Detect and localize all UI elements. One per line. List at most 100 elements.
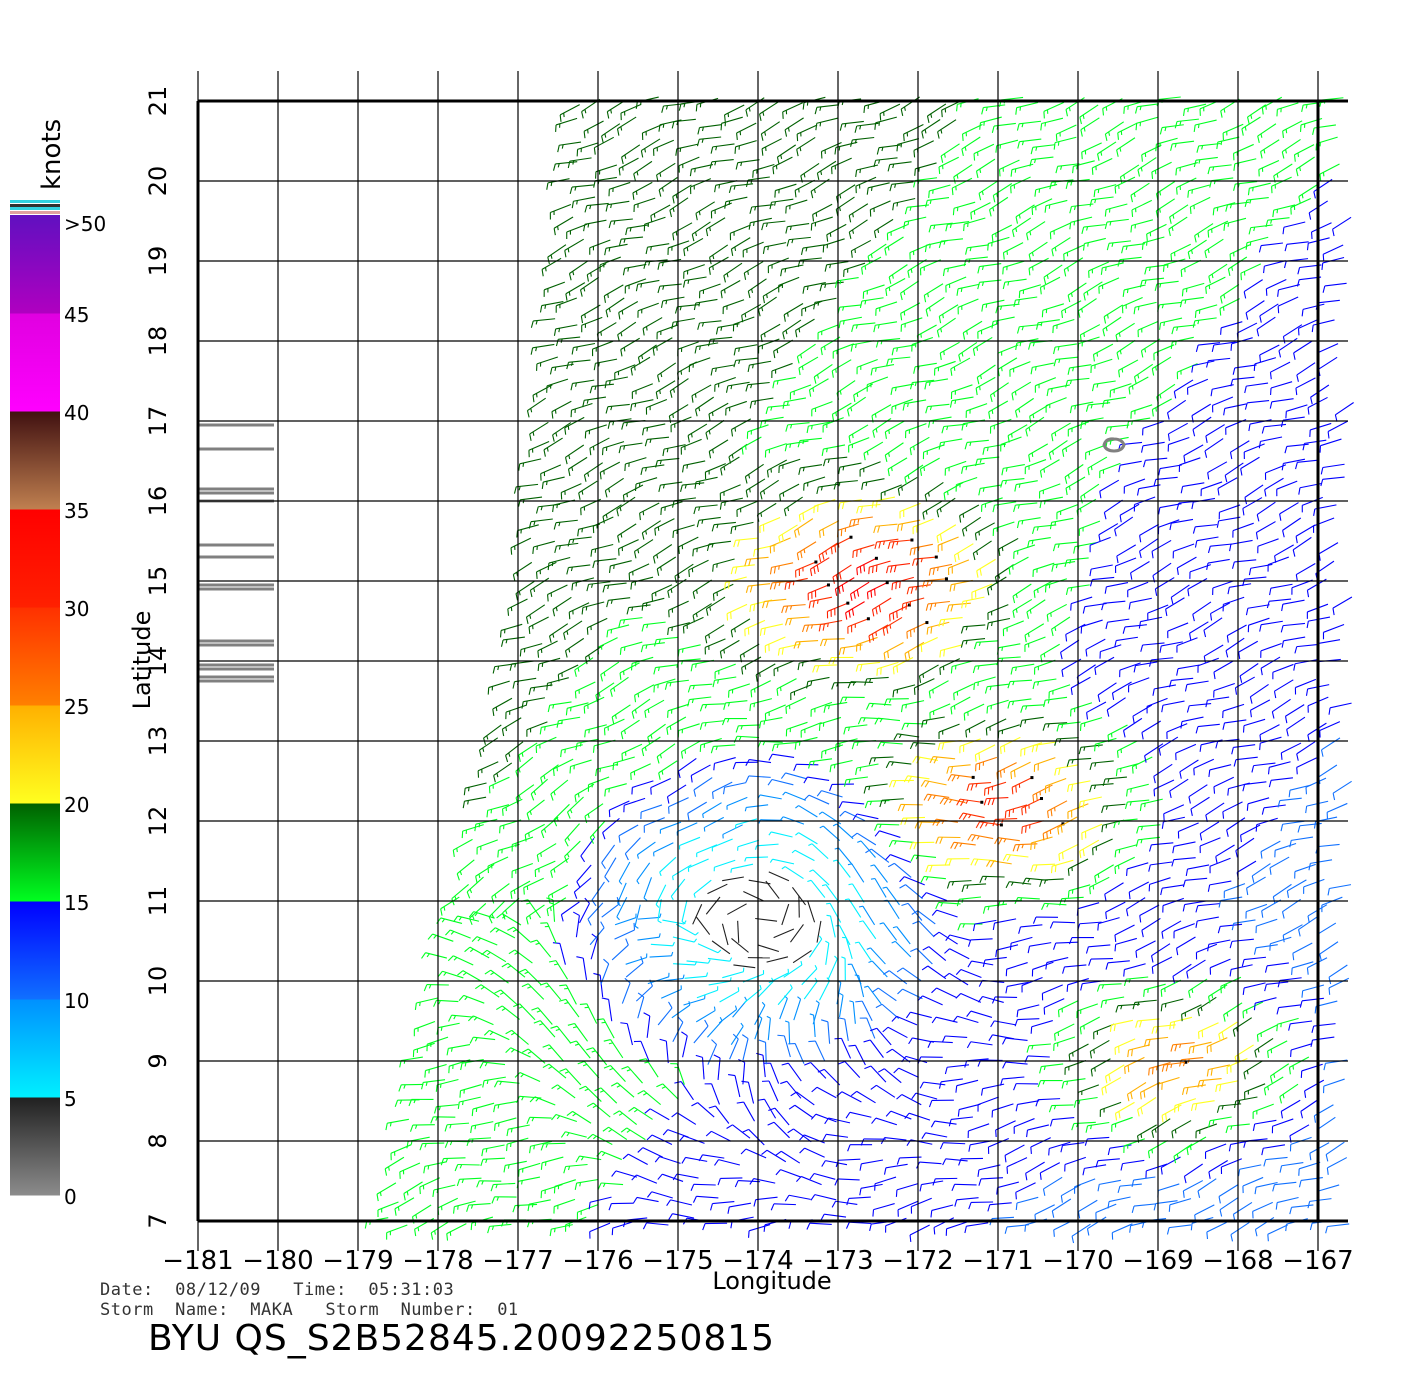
wind-barb [494, 989, 518, 1006]
wind-barb [705, 1130, 732, 1142]
wind-barb [469, 903, 487, 925]
wind-barb [1132, 704, 1153, 724]
wind-barb [912, 920, 935, 938]
wind-barb [965, 244, 990, 255]
wind-barb [930, 1120, 957, 1128]
wind-barb [851, 832, 877, 846]
wind-barb [1185, 864, 1210, 877]
wind-barb [1118, 359, 1139, 378]
wind-barb [860, 1138, 886, 1146]
wind-barb [816, 790, 843, 798]
wind-barb [1289, 1124, 1310, 1143]
wind-barb [476, 839, 498, 855]
wind-barb [1000, 436, 1022, 452]
wind-barb [991, 1103, 1014, 1118]
wind-barb [528, 440, 550, 458]
wind-barb [1053, 1036, 1076, 1051]
wind-barb [547, 701, 572, 713]
wind-barb [777, 984, 793, 1006]
wind-barb [610, 1082, 635, 1098]
wind-barb [654, 1156, 681, 1164]
wind-barb [1081, 142, 1102, 160]
wind-barb [559, 984, 577, 1005]
wind-barb [499, 623, 523, 638]
wind-barb [806, 1222, 832, 1230]
wind-barb [1066, 757, 1092, 767]
wind-barb [836, 523, 860, 538]
wind-barb [618, 617, 643, 628]
wind-barb [609, 676, 629, 697]
wind-barb [1222, 719, 1247, 730]
wind-barb [496, 1005, 520, 1020]
wind-barb [742, 241, 764, 258]
wind-barb [752, 163, 775, 178]
wind-barb [553, 1198, 576, 1214]
wind-barb [681, 900, 688, 925]
wind-barb [552, 758, 574, 777]
wind-barb [1006, 1157, 1028, 1174]
wind-barb [1242, 718, 1266, 733]
wind-barb [722, 299, 745, 315]
wind-barb [537, 640, 558, 658]
wind-barb [1223, 883, 1246, 899]
wind-barb [1299, 997, 1324, 1008]
wind-barb [684, 972, 709, 979]
wind-barb [1123, 1138, 1146, 1153]
wind-barb [1263, 1156, 1288, 1167]
wind-barb [678, 536, 699, 554]
wind-barb [1187, 378, 1209, 395]
wind-barb [730, 564, 755, 575]
wind-barb [414, 997, 438, 1011]
wind-barb [1169, 518, 1194, 531]
wind-barb [1194, 1204, 1215, 1222]
wind-barb [988, 1034, 1015, 1042]
wind-barb [1044, 777, 1067, 794]
wind-barb [1116, 740, 1138, 758]
wind-barb [795, 560, 818, 578]
wind-barb [820, 1213, 847, 1221]
wind-barb [1050, 859, 1074, 874]
wind-barb [807, 901, 816, 923]
wind-barb [633, 539, 654, 559]
wind-barb [773, 660, 795, 677]
wind-barb [1067, 884, 1091, 898]
rain-flag-marker [1030, 776, 1034, 780]
wind-barb [1140, 642, 1165, 652]
wind-barb [728, 1074, 741, 1098]
wind-barb [737, 839, 760, 851]
wind-barb [923, 283, 944, 303]
wind-barb [764, 443, 787, 458]
wind-barb [1227, 583, 1252, 595]
wind-barb [1281, 458, 1306, 471]
wind-barb [540, 1142, 566, 1151]
wind-barb [1209, 958, 1231, 975]
wind-barb [1069, 203, 1094, 214]
wind-barb [1013, 1083, 1039, 1091]
wind-barb [1300, 1098, 1320, 1119]
wind-barb [490, 1182, 516, 1192]
wind-barb [944, 858, 970, 866]
wind-barb [1128, 597, 1152, 610]
wind-barb [1030, 362, 1054, 375]
wind-barb [1104, 882, 1124, 902]
wind-barb [825, 940, 830, 965]
wind-barb [1280, 820, 1305, 832]
wind-barb [1008, 556, 1029, 575]
wind-barb [1303, 878, 1325, 894]
wind-barb [1223, 217, 1247, 231]
wind-barb [848, 219, 868, 240]
wind-barb [579, 1003, 598, 1024]
wind-barb [1200, 481, 1223, 497]
wind-barb [631, 383, 653, 399]
wind-barb [1111, 1116, 1133, 1132]
wind-barb [1225, 637, 1245, 658]
wind-barb [1206, 1037, 1228, 1054]
wind-barb [592, 558, 617, 569]
wind-barb [1242, 982, 1266, 995]
wind-barb [1296, 362, 1316, 382]
wind-barb [695, 1054, 705, 1080]
wind-barb [659, 1038, 669, 1064]
wind-barb [649, 951, 674, 958]
wind-barb [1266, 598, 1292, 609]
wind-barb [1145, 1163, 1168, 1178]
